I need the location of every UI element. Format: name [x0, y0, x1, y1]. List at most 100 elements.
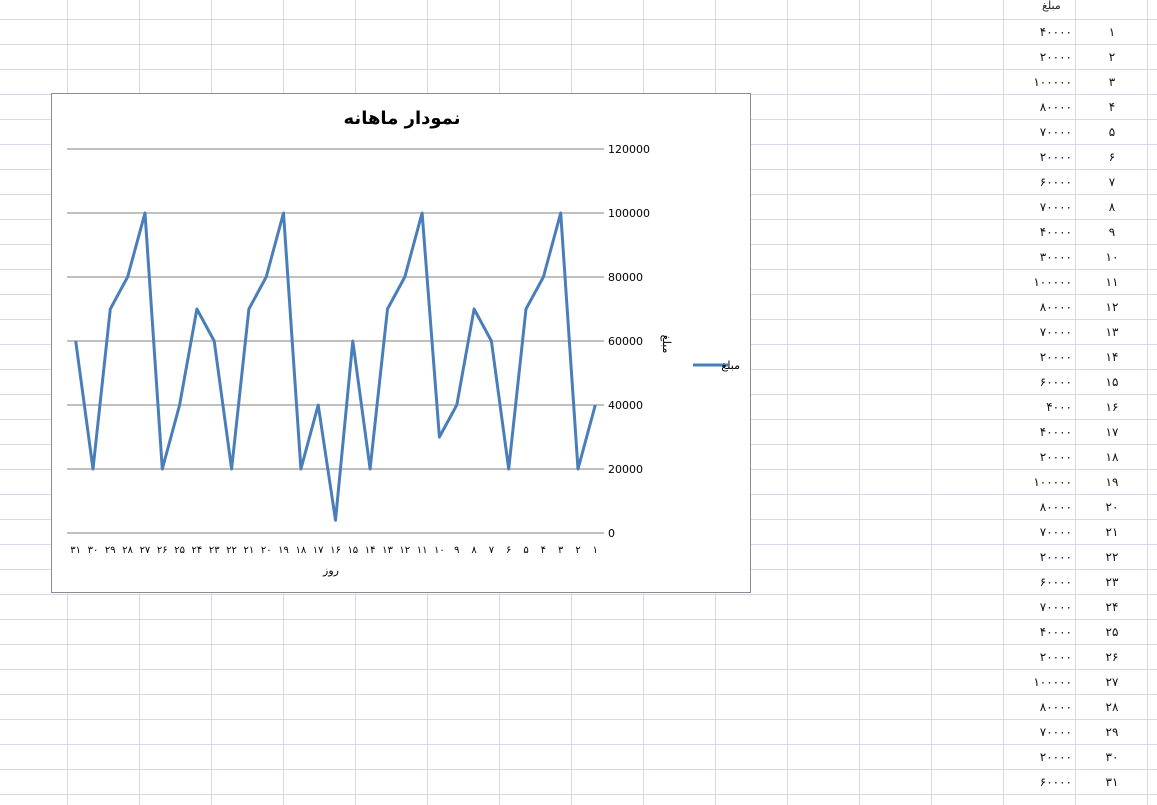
cell-day-number[interactable]: ۲۶: [1105, 650, 1119, 664]
cell-amount[interactable]: ۴۰۰۰۰: [1039, 25, 1072, 39]
cell-day-number[interactable]: ۲۹: [1105, 725, 1119, 739]
cell-day-number[interactable]: ۱۲: [1105, 300, 1119, 314]
cell-day-number[interactable]: ۱۴: [1105, 350, 1119, 364]
y-tick-label: 0: [608, 527, 615, 540]
cell-amount[interactable]: ۱۰۰۰۰۰: [1033, 75, 1072, 89]
legend-label: مبلغ: [721, 359, 740, 372]
x-tick-label: ۱۹: [278, 545, 289, 556]
x-tick-label: ۲۵: [174, 545, 185, 556]
cell-day-number[interactable]: ۲: [1108, 50, 1116, 64]
x-tick-label: ۱۵: [347, 545, 358, 556]
column-header-amount[interactable]: مبلغ: [1042, 0, 1061, 12]
cell-amount[interactable]: ۲۰۰۰۰: [1039, 150, 1072, 164]
cell-day-number[interactable]: ۹: [1108, 225, 1116, 239]
cell-amount[interactable]: ۲۰۰۰۰: [1039, 750, 1072, 764]
cell-day-number[interactable]: ۳۱: [1105, 775, 1119, 789]
cell-amount[interactable]: ۲۰۰۰۰: [1039, 50, 1072, 64]
cell-day-number[interactable]: ۳: [1108, 75, 1116, 89]
x-tick-label: ۱۳: [382, 545, 393, 556]
cell-amount[interactable]: ۳۰۰۰۰: [1039, 250, 1072, 264]
cell-day-number[interactable]: ۱۱: [1105, 275, 1119, 289]
cell-amount[interactable]: ۴۰۰۰۰: [1039, 225, 1072, 239]
y-axis-ticks: 0 20000 40000 60000 80000 100000 120000: [608, 143, 650, 540]
cell-amount[interactable]: ۶۰۰۰۰: [1039, 375, 1072, 389]
cell-amount[interactable]: ۲۰۰۰۰: [1039, 350, 1072, 364]
x-tick-label: ۱۴: [365, 545, 376, 556]
cell-amount[interactable]: ۷۰۰۰۰: [1039, 600, 1072, 614]
x-axis-label: روز: [322, 564, 339, 577]
cell-day-number[interactable]: ۲۰: [1105, 500, 1119, 514]
cell-day-number[interactable]: ۲۵: [1105, 625, 1119, 639]
cell-amount[interactable]: ۷۰۰۰۰: [1039, 200, 1072, 214]
cell-amount[interactable]: ۲۰۰۰۰: [1039, 650, 1072, 664]
x-tick-label: ۲۴: [192, 545, 203, 556]
cell-amount[interactable]: ۷۰۰۰۰: [1039, 725, 1072, 739]
cell-amount[interactable]: ۲۰۰۰۰: [1039, 450, 1072, 464]
cell-day-number[interactable]: ۱۷: [1105, 425, 1119, 439]
x-tick-label: ۳۱: [70, 545, 81, 556]
cell-day-number[interactable]: ۳۰: [1105, 750, 1119, 764]
x-tick-label: ۱۶: [330, 545, 341, 556]
cell-day-number[interactable]: ۶: [1108, 150, 1116, 164]
cell-amount[interactable]: ۱۰۰۰۰۰: [1033, 675, 1072, 689]
x-tick-label: ۷: [489, 545, 495, 556]
cell-amount[interactable]: ۴۰۰۰: [1046, 400, 1072, 414]
x-tick-label: ۱۰: [434, 545, 445, 556]
x-tick-label: ۵: [523, 545, 528, 556]
cell-day-number[interactable]: ۲۸: [1105, 700, 1119, 714]
cell-amount[interactable]: ۶۰۰۰۰: [1039, 175, 1072, 189]
x-tick-label: ۴: [541, 545, 546, 556]
x-tick-label: ۲۶: [157, 545, 168, 556]
cell-day-number[interactable]: ۱۳: [1105, 325, 1119, 339]
cell-day-number[interactable]: ۱۸: [1105, 450, 1119, 464]
chart-canvas: نمودار ماهانه 0 20000 40000 60000 80000 10000…: [67, 108, 740, 577]
cell-amount[interactable]: ۸۰۰۰۰: [1039, 100, 1072, 114]
x-tick-label: ۲۹: [105, 545, 116, 556]
cell-amount[interactable]: ۸۰۰۰۰: [1039, 300, 1072, 314]
cell-day-number[interactable]: ۱۵: [1105, 375, 1119, 389]
x-tick-label: ۱۷: [313, 545, 324, 556]
x-tick-label: ۱۸: [295, 545, 306, 556]
cell-amount[interactable]: ۸۰۰۰۰: [1039, 700, 1072, 714]
cell-amount[interactable]: ۱۰۰۰۰۰: [1033, 275, 1072, 289]
series-line-amount: [74, 211, 597, 522]
y-axis-label: مبلغ: [660, 335, 673, 354]
cell-day-number[interactable]: ۲۳: [1105, 575, 1119, 589]
y-tick-label: 40000: [608, 399, 643, 412]
y-tick-label: 120000: [608, 143, 650, 156]
x-tick-label: ۸: [471, 545, 477, 556]
cell-day-number[interactable]: ۷: [1108, 175, 1116, 189]
cell-amount[interactable]: ۷۰۰۰۰: [1039, 325, 1072, 339]
cell-day-number[interactable]: ۲۷: [1105, 675, 1119, 689]
x-tick-label: ۳۰: [88, 545, 99, 556]
cell-day-number[interactable]: ۲۲: [1105, 550, 1119, 564]
x-tick-label: ۲۳: [209, 545, 220, 556]
cell-amount[interactable]: ۲۰۰۰۰: [1039, 550, 1072, 564]
monthly-line-chart[interactable]: نمودار ماهانه 0 20000 40000 60000 80000 10000…: [51, 93, 751, 593]
cell-day-number[interactable]: ۵: [1108, 125, 1116, 139]
cell-day-number[interactable]: ۱: [1108, 25, 1116, 39]
cell-day-number[interactable]: ۱۰: [1105, 250, 1119, 264]
x-tick-label: ۲۰: [261, 545, 272, 556]
x-tick-label: ۲۷: [140, 545, 151, 556]
x-tick-label: ۱۱: [417, 545, 428, 556]
x-axis-ticks: ۱۲۳۴۵۶۷۸۹۱۰۱۱۱۲۱۳۱۴۱۵۱۶۱۷۱۸۱۹۲۰۲۱۲۲۲۳۲۴۲…: [70, 545, 598, 556]
chart-title: نمودار ماهانه: [344, 108, 461, 129]
cell-amount[interactable]: ۱۰۰۰۰۰: [1033, 475, 1072, 489]
cell-amount[interactable]: ۶۰۰۰۰: [1039, 575, 1072, 589]
cell-amount[interactable]: ۴۰۰۰۰: [1039, 625, 1072, 639]
cell-amount[interactable]: ۴۰۰۰۰: [1039, 425, 1072, 439]
x-tick-label: ۱: [593, 545, 598, 556]
y-tick-label: 80000: [608, 271, 643, 284]
cell-amount[interactable]: ۶۰۰۰۰: [1039, 775, 1072, 789]
cell-amount[interactable]: ۸۰۰۰۰: [1039, 500, 1072, 514]
cell-day-number[interactable]: ۲۱: [1105, 525, 1119, 539]
cell-day-number[interactable]: ۱۹: [1105, 475, 1119, 489]
cell-day-number[interactable]: ۴: [1108, 100, 1116, 114]
cell-amount[interactable]: ۷۰۰۰۰: [1039, 525, 1072, 539]
cell-amount[interactable]: ۷۰۰۰۰: [1039, 125, 1072, 139]
cell-day-number[interactable]: ۱۶: [1105, 400, 1119, 414]
cell-day-number[interactable]: ۸: [1108, 200, 1116, 214]
y-tick-label: 60000: [608, 335, 643, 348]
cell-day-number[interactable]: ۲۴: [1105, 600, 1119, 614]
